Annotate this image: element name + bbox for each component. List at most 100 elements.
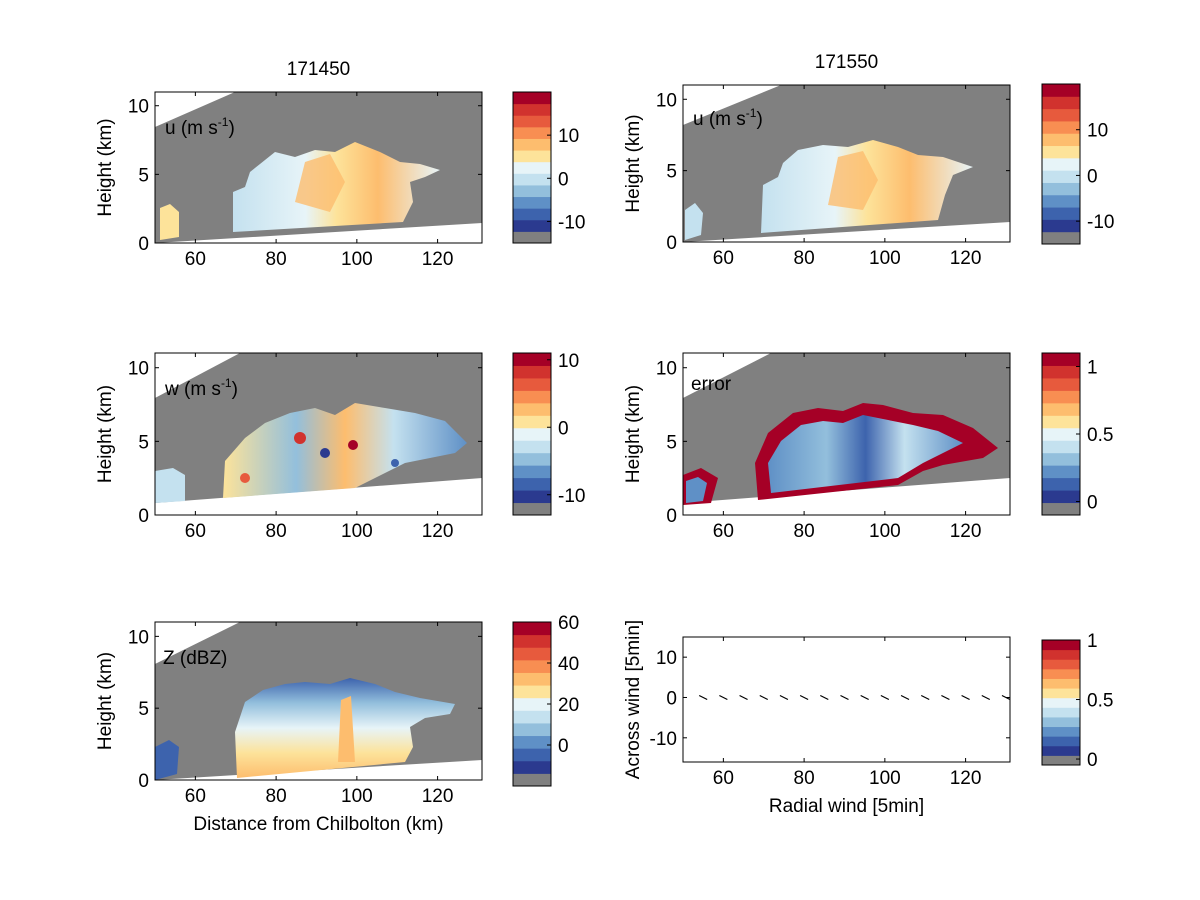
colorbar-frame (512, 352, 552, 516)
no-data-corner (155, 622, 240, 664)
colorbar-band (513, 184, 551, 198)
colorbar-band (513, 365, 551, 379)
no-data-corner (155, 92, 235, 127)
colorbar-band (513, 710, 551, 724)
w-updraft (348, 440, 358, 450)
plot-frame (682, 636, 1011, 763)
wind-arrow (820, 694, 829, 701)
w-downdraft (320, 448, 330, 458)
colorbar-band (513, 685, 551, 699)
colorbar-band (1042, 726, 1080, 737)
colorbar-band (513, 402, 551, 416)
colorbar-band (513, 390, 551, 404)
x-tick-label: 100 (341, 521, 373, 542)
colorbar-band (513, 415, 551, 429)
colorbar-band (1042, 194, 1080, 208)
colorbar-band (1042, 231, 1080, 245)
y-tick-label: 10 (656, 90, 677, 111)
u-warm-core (828, 151, 878, 210)
x-tick-label: 120 (950, 521, 982, 542)
plot-frame (154, 621, 483, 781)
x-tick-label: 60 (185, 521, 206, 542)
colorbar-band (1042, 427, 1080, 441)
chart-title: 171550 (815, 52, 878, 73)
colorbar-band (1042, 84, 1080, 97)
colorbar-tick-label: -10 (558, 212, 585, 233)
plot-frame (154, 91, 483, 244)
colorbar-band (513, 477, 551, 491)
x-axis-label: Distance from Chilbolton (km) (193, 814, 443, 835)
colorbar-band (1042, 415, 1080, 429)
x-tick-label: 120 (950, 248, 982, 269)
x-tick-label: 100 (869, 521, 901, 542)
colorbar-band (1042, 182, 1080, 196)
colorbar-tick-label: 10 (558, 126, 579, 147)
colorbar-band (1042, 145, 1080, 159)
y-tick-label: 0 (138, 234, 149, 255)
colorbar-tick-label: 1 (1087, 358, 1098, 379)
plot-background (683, 637, 1010, 762)
chart-title: 171450 (287, 59, 350, 80)
colorbar-band (1042, 678, 1080, 689)
y-tick-label: 10 (128, 97, 149, 118)
y-tick-label: 0 (666, 506, 677, 527)
colorbar-band (1042, 640, 1080, 651)
colorbar-band (1042, 440, 1080, 454)
y-tick-label: 5 (666, 432, 677, 453)
wind-arrow (779, 694, 789, 701)
x-tick-label: 120 (422, 249, 454, 270)
colorbar-tick-label: 60 (558, 613, 579, 634)
colorbar-band (1042, 170, 1080, 183)
panel-annotation: u (m s-1) (693, 106, 763, 130)
x-tick-label: 100 (869, 768, 901, 789)
colorbar-band (1042, 736, 1080, 747)
plot-frame (154, 352, 483, 516)
colorbar-tick-label: -10 (1087, 212, 1114, 233)
y-tick-label: 10 (128, 627, 149, 648)
panel-u2: u (m s-1) (683, 85, 1010, 242)
y-tick-label: 10 (656, 359, 677, 380)
w-updraft (294, 432, 306, 444)
w-downdraft (391, 459, 399, 467)
x-tick-label: 80 (794, 521, 815, 542)
colorbar-band (513, 659, 551, 673)
colorbar-band (1042, 755, 1080, 766)
x-tick-label: 80 (794, 248, 815, 269)
colorbar-tick-label: 0.5 (1087, 691, 1113, 712)
colorbar-frame (512, 91, 552, 244)
y-tick-label: 5 (666, 162, 677, 183)
colorbar-band (1042, 659, 1080, 670)
colorbar-band (1042, 649, 1080, 660)
colorbar-band (513, 490, 551, 504)
y-axis-label: Height (km) (623, 114, 644, 212)
colorbar-band (1042, 377, 1080, 391)
z-field-small (155, 740, 179, 780)
colorbar-band (513, 465, 551, 479)
error-field-small-core (686, 477, 707, 503)
u-field-small (685, 203, 703, 240)
panel-annotation: u (m s-1) (165, 115, 235, 139)
wind-arrow (719, 694, 728, 701)
wind-arrow (981, 694, 991, 701)
panel-annotation: w (m s-1) (164, 376, 238, 400)
colorbar-band (513, 231, 551, 244)
colorbar-band (513, 452, 551, 466)
colorbar-band (1042, 96, 1080, 110)
colorbar-band (1042, 353, 1080, 366)
x-tick-label: 100 (341, 786, 373, 807)
x-tick-label: 60 (713, 521, 734, 542)
colorbar-tick-label: 10 (558, 351, 579, 372)
colorbar-band (513, 138, 551, 151)
panel-wind (683, 637, 1010, 762)
colorbar-band (1042, 668, 1080, 679)
y-axis-label: Height (km) (95, 385, 116, 483)
y-tick-label: 5 (138, 165, 149, 186)
colorbar-band (513, 647, 551, 661)
wind-arrow (799, 694, 809, 701)
colorbar-band (1042, 697, 1080, 708)
wind-arrow (880, 694, 890, 701)
y-tick-label: 5 (138, 699, 149, 720)
colorbar-band (513, 440, 551, 454)
x-tick-label: 80 (266, 786, 287, 807)
